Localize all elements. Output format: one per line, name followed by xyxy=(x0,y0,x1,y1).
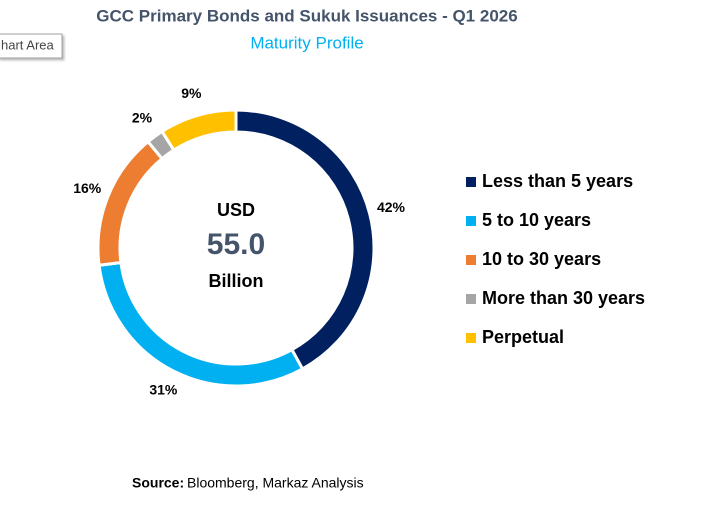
legend-label: 5 to 10 years xyxy=(482,210,591,230)
tooltip: hart Area xyxy=(0,33,63,59)
data-label: 31% xyxy=(149,381,178,397)
legend-label: Less than 5 years xyxy=(482,171,633,191)
data-label: 2% xyxy=(132,109,153,125)
source-label: Source: xyxy=(132,475,184,491)
legend-swatch xyxy=(466,255,476,265)
tooltip-text: hart Area xyxy=(1,37,55,52)
legend-label: Perpetual xyxy=(482,327,564,347)
center-text: USD xyxy=(217,200,255,220)
center-text: Billion xyxy=(209,271,264,291)
data-label: 16% xyxy=(73,180,102,196)
legend-label: More than 30 years xyxy=(482,288,645,308)
donut-slice xyxy=(159,108,238,153)
legend-swatch xyxy=(466,333,476,343)
chart-subtitle: Maturity Profile xyxy=(250,33,363,52)
legend-swatch xyxy=(466,216,476,226)
chart-title: GCC Primary Bonds and Sukuk Issuances - … xyxy=(96,6,517,25)
donut-slice xyxy=(97,260,305,388)
legend-label: 10 to 30 years xyxy=(482,249,601,269)
data-label: 9% xyxy=(181,85,202,101)
tooltip-box xyxy=(0,33,63,59)
source-text: Bloomberg, Markaz Analysis xyxy=(187,475,364,491)
data-label: 42% xyxy=(377,199,406,215)
center-value: 55.0 xyxy=(207,228,265,261)
legend-swatch xyxy=(466,294,476,304)
donut-slice xyxy=(96,139,165,267)
legend-swatch xyxy=(466,177,476,187)
